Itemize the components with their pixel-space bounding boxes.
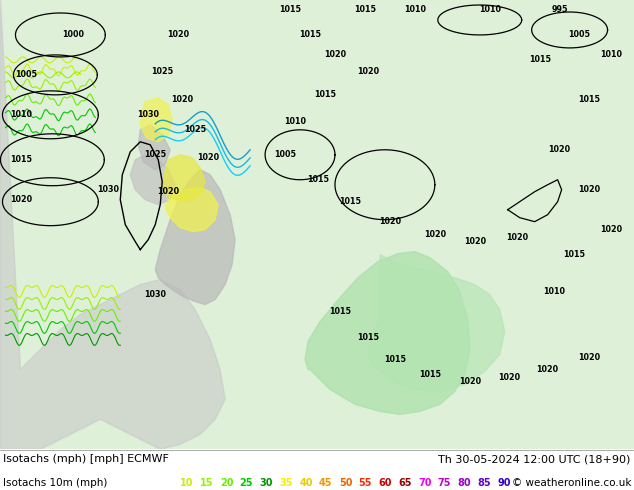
Text: 1015: 1015 — [314, 90, 336, 99]
Polygon shape — [155, 170, 235, 305]
Text: 1010: 1010 — [543, 287, 566, 296]
Polygon shape — [305, 252, 470, 415]
Polygon shape — [130, 155, 175, 205]
Text: 1000: 1000 — [62, 30, 84, 40]
Text: 1020: 1020 — [157, 187, 179, 196]
Text: 1015: 1015 — [357, 333, 379, 342]
Text: 1015: 1015 — [299, 30, 321, 40]
Text: 1010: 1010 — [284, 117, 306, 126]
Text: 65: 65 — [398, 478, 411, 488]
Text: 30: 30 — [259, 478, 273, 488]
Text: 1005: 1005 — [15, 71, 37, 79]
Polygon shape — [140, 98, 172, 142]
Text: 1015: 1015 — [579, 96, 600, 104]
Text: 25: 25 — [240, 478, 253, 488]
Text: 1020: 1020 — [499, 373, 521, 382]
Polygon shape — [165, 188, 218, 232]
Text: 1010: 1010 — [479, 5, 501, 15]
Text: 1030: 1030 — [97, 185, 119, 194]
Text: 1020: 1020 — [167, 30, 190, 40]
Text: 15: 15 — [200, 478, 214, 488]
Text: 1020: 1020 — [171, 96, 193, 104]
Text: 85: 85 — [477, 478, 491, 488]
Text: 75: 75 — [438, 478, 451, 488]
Text: 1015: 1015 — [279, 5, 301, 15]
Text: 1020: 1020 — [463, 237, 486, 246]
Text: 50: 50 — [339, 478, 353, 488]
Text: 1020: 1020 — [379, 217, 401, 226]
Text: 55: 55 — [359, 478, 372, 488]
Text: 20: 20 — [220, 478, 233, 488]
Text: © weatheronline.co.uk: © weatheronline.co.uk — [512, 478, 631, 488]
Text: 1020: 1020 — [548, 145, 571, 154]
Text: 1020: 1020 — [10, 195, 32, 204]
Text: 995: 995 — [552, 5, 568, 15]
Text: 1020: 1020 — [579, 353, 600, 362]
Text: 1010: 1010 — [10, 110, 32, 120]
Polygon shape — [368, 255, 505, 392]
Text: 1020: 1020 — [579, 185, 600, 194]
Text: Isotachs (mph) [mph] ECMWF: Isotachs (mph) [mph] ECMWF — [3, 455, 169, 465]
Text: 90: 90 — [497, 478, 511, 488]
Polygon shape — [162, 155, 205, 202]
Text: 1025: 1025 — [151, 68, 173, 76]
Text: 1020: 1020 — [357, 68, 379, 76]
Text: 1025: 1025 — [184, 125, 206, 134]
Text: 1020: 1020 — [459, 377, 481, 386]
Text: 1030: 1030 — [145, 290, 166, 299]
Text: 10: 10 — [180, 478, 194, 488]
Text: 40: 40 — [299, 478, 313, 488]
Text: 1015: 1015 — [384, 355, 406, 364]
Polygon shape — [138, 125, 170, 170]
Text: 1005: 1005 — [274, 150, 296, 159]
Text: Isotachs 10m (mph): Isotachs 10m (mph) — [3, 478, 108, 488]
Text: 1015: 1015 — [564, 250, 586, 259]
Text: 1020: 1020 — [197, 153, 219, 162]
Text: 1020: 1020 — [507, 233, 529, 242]
Text: 1015: 1015 — [10, 155, 32, 164]
Text: 1015: 1015 — [419, 370, 441, 379]
Text: 1015: 1015 — [529, 55, 551, 64]
Text: 1020: 1020 — [424, 230, 446, 239]
Text: 1005: 1005 — [569, 30, 591, 40]
Text: 1010: 1010 — [600, 50, 623, 59]
Text: 45: 45 — [319, 478, 332, 488]
Text: 60: 60 — [378, 478, 392, 488]
Text: 1010: 1010 — [404, 5, 426, 15]
Text: 1025: 1025 — [144, 150, 166, 159]
Text: Th 30-05-2024 12:00 UTC (18+90): Th 30-05-2024 12:00 UTC (18+90) — [439, 455, 631, 465]
Text: 1030: 1030 — [137, 110, 159, 120]
Text: 80: 80 — [458, 478, 471, 488]
Polygon shape — [1, 0, 225, 449]
Text: 35: 35 — [280, 478, 293, 488]
Text: 1015: 1015 — [329, 307, 351, 316]
Text: 70: 70 — [418, 478, 432, 488]
Text: 1015: 1015 — [354, 5, 376, 15]
Text: 1020: 1020 — [324, 50, 346, 59]
Text: 1015: 1015 — [307, 175, 329, 184]
Text: 1020: 1020 — [600, 225, 623, 234]
Text: 1015: 1015 — [339, 197, 361, 206]
Text: 1020: 1020 — [536, 365, 559, 374]
